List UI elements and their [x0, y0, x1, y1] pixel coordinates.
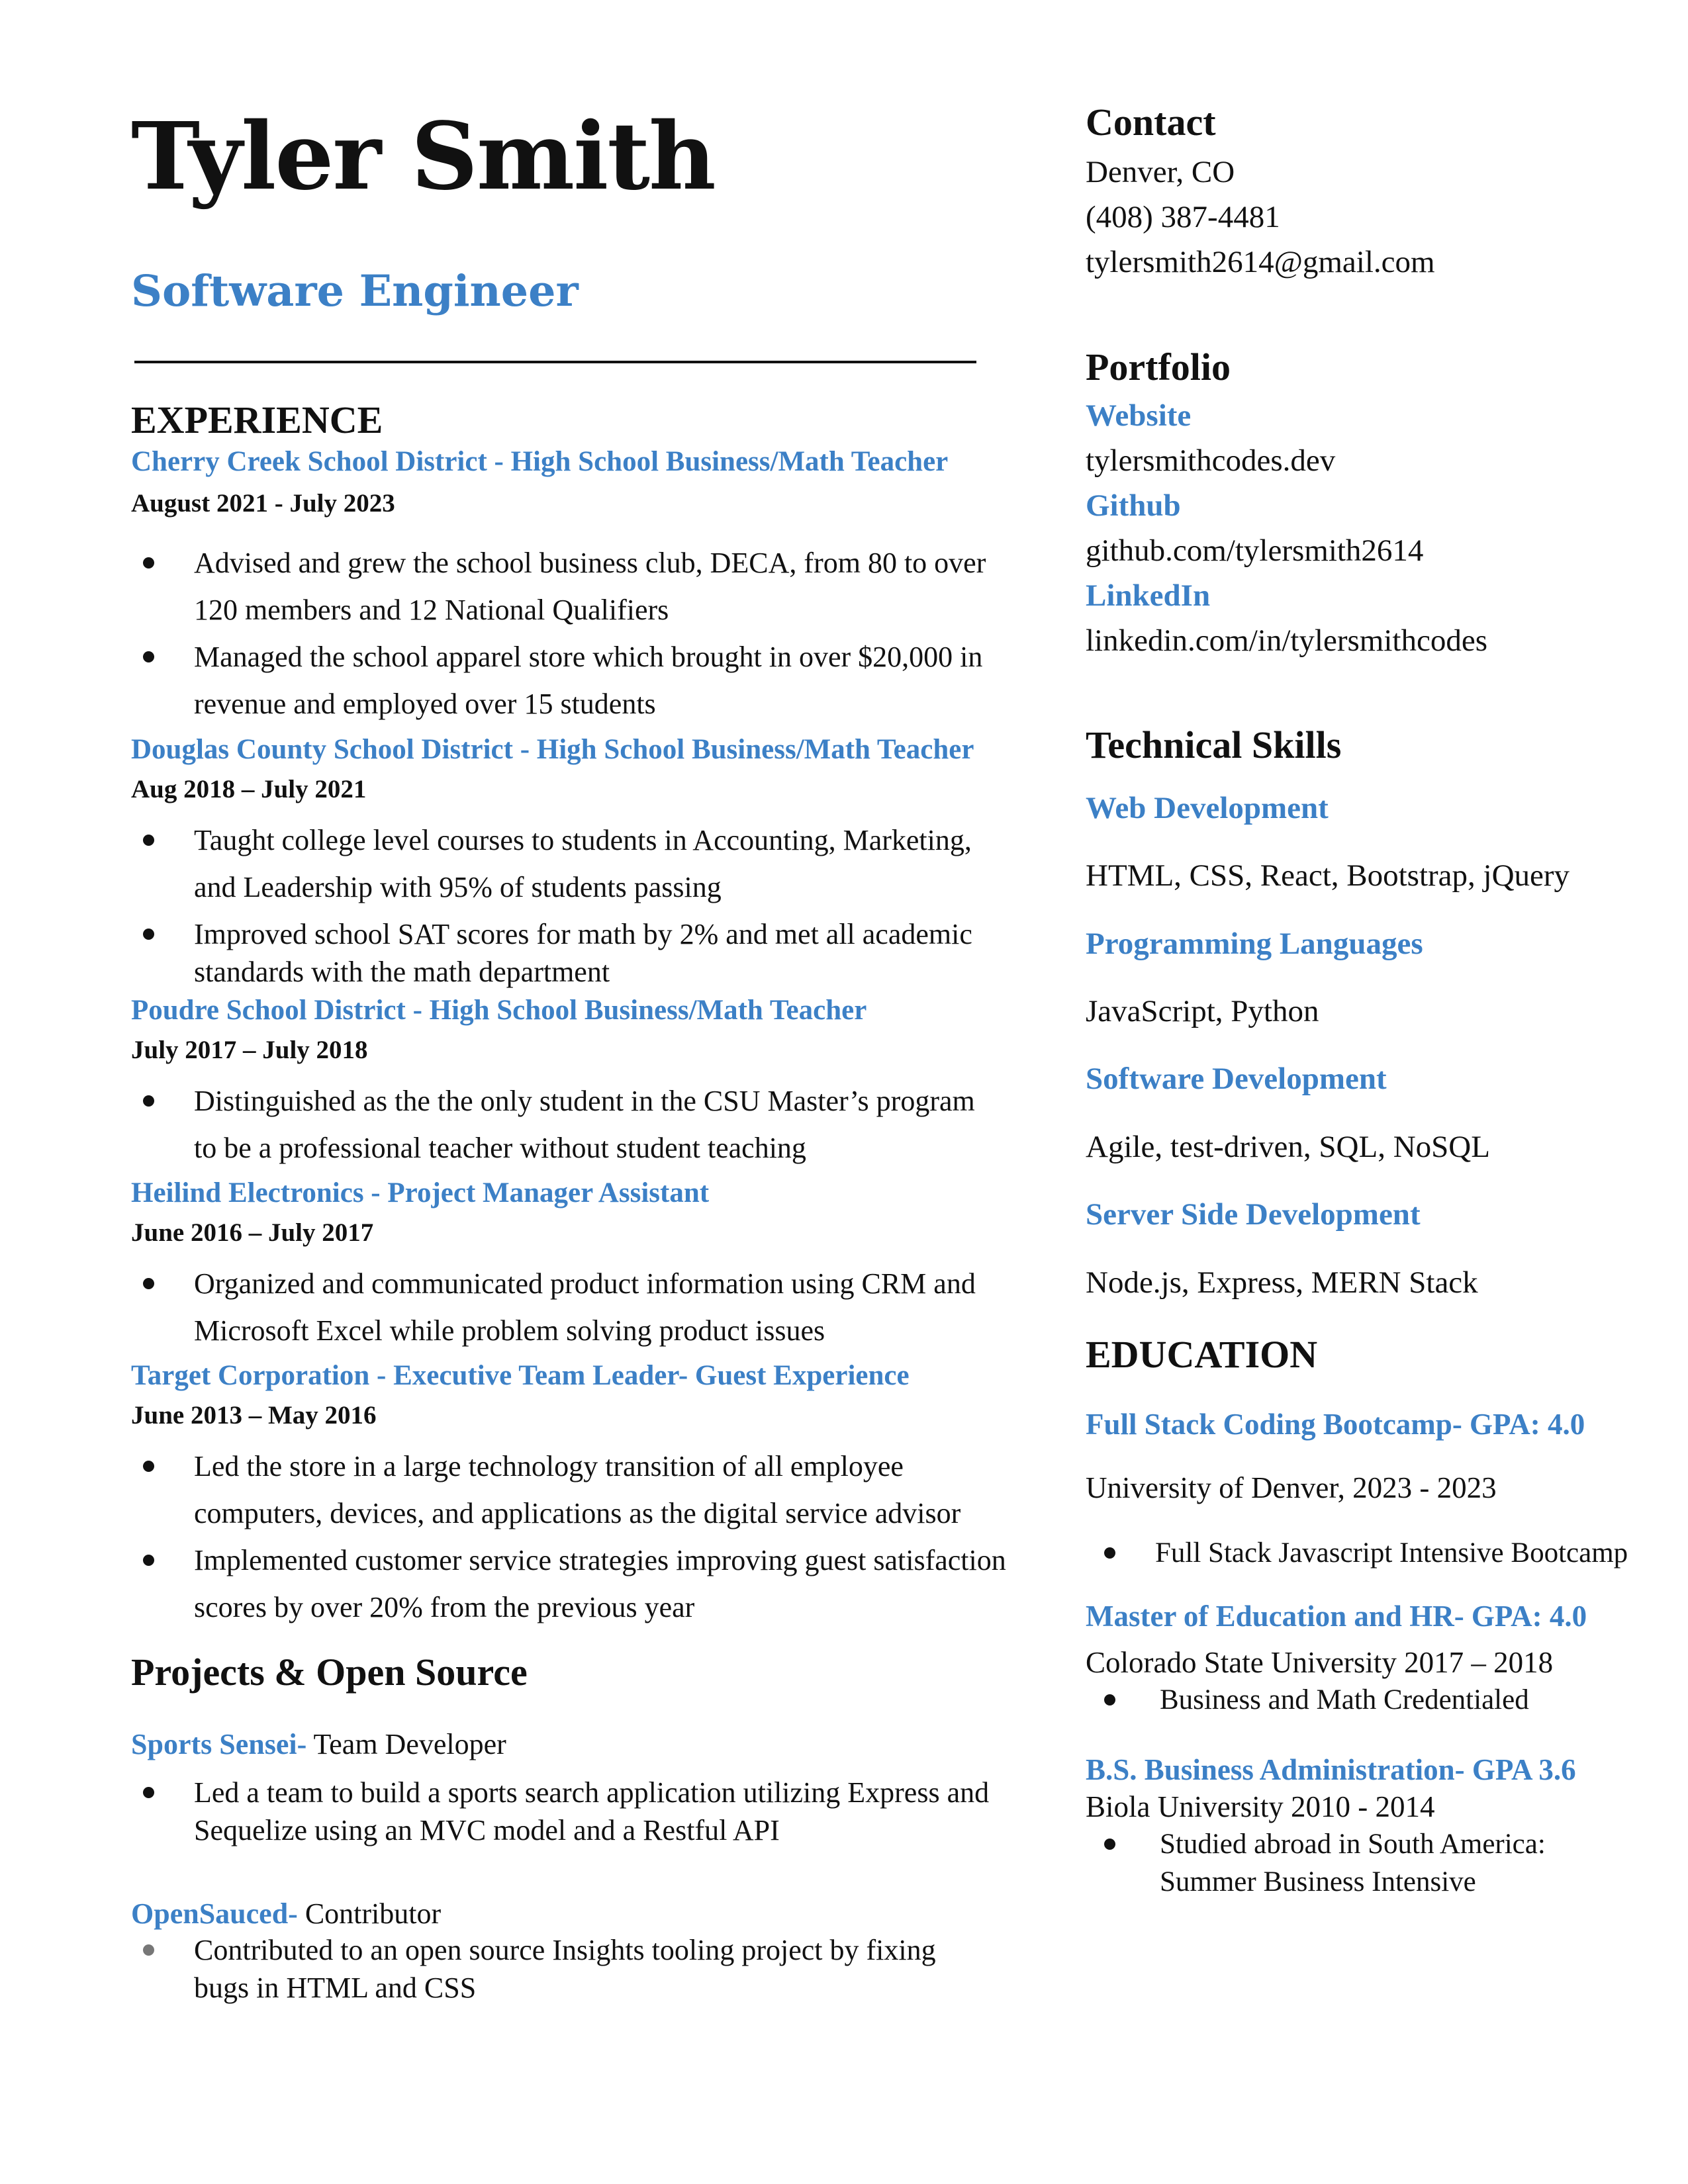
project-bullets: Contributed to an open source Insights t…: [131, 1931, 992, 2007]
skill-group-items: JavaScript, Python: [1086, 994, 1319, 1028]
skill-group-items: Node.js, Express, MERN Stack: [1086, 1265, 1478, 1300]
employer: Poudre School District -: [131, 995, 430, 1026]
experience-heading: EXPERIENCE: [131, 398, 383, 441]
role: High School Business/Math Teacher: [429, 995, 867, 1026]
job-title-heading: Software Engineer: [131, 266, 579, 316]
project-role: Team Developer: [306, 1728, 506, 1760]
list-item: Taught college level courses to students…: [131, 817, 1011, 911]
list-item: Led the store in a large technology tran…: [131, 1443, 1011, 1537]
job-bullets: Taught college level courses to students…: [131, 817, 1011, 991]
skills-heading: Technical Skills: [1086, 723, 1342, 766]
job-bullets: Led the store in a large technology tran…: [131, 1443, 1011, 1631]
list-item: Improved school SAT scores for math by 2…: [131, 911, 1011, 991]
list-item: Full Stack Javascript Intensive Bootcamp: [1086, 1534, 1668, 1572]
role: Project Manager Assistant: [387, 1177, 710, 1208]
contact-email[interactable]: tylersmith2614@gmail.com: [1086, 245, 1435, 279]
header-divider: [134, 361, 976, 363]
education-school: Colorado State University 2017 – 2018: [1086, 1646, 1554, 1679]
resume-name: Tyler Smith: [131, 103, 716, 211]
education-heading: EDUCATION: [1086, 1333, 1318, 1376]
portfolio-heading: Portfolio: [1086, 345, 1231, 388]
skill-group-label: Server Side Development: [1086, 1197, 1421, 1232]
job-header: Poudre School District - High School Bus…: [131, 995, 867, 1026]
skill-group-items: HTML, CSS, React, Bootstrap, jQuery: [1086, 858, 1570, 893]
website-link[interactable]: tylersmithcodes.dev: [1086, 443, 1336, 478]
list-item: Advised and grew the school business clu…: [131, 539, 992, 633]
contact-heading: Contact: [1086, 101, 1216, 144]
project-header: Sports Sensei- Team Developer: [131, 1728, 506, 1760]
employer: Heilind Electronics -: [131, 1177, 388, 1208]
linkedin-label: LinkedIn: [1086, 578, 1211, 613]
website-label: Website: [1086, 398, 1192, 433]
role: High School Business/Math Teacher: [536, 734, 974, 765]
job-header: Heilind Electronics - Project Manager As…: [131, 1177, 709, 1208]
github-label: Github: [1086, 488, 1181, 523]
list-item: Distinguished as the the only student in…: [131, 1077, 992, 1171]
employer: Target Corporation -: [131, 1360, 394, 1391]
job-dates: Aug 2018 – July 2021: [131, 775, 367, 803]
education-school: Biola University 2010 - 2014: [1086, 1790, 1435, 1823]
education-title: B.S. Business Administration- GPA 3.6: [1086, 1753, 1576, 1786]
role: High School Business/Math Teacher: [510, 446, 949, 477]
contact-location: Denver, CO: [1086, 155, 1235, 189]
job-dates: June 2013 – May 2016: [131, 1401, 377, 1430]
linkedin-link[interactable]: linkedin.com/in/tylersmithcodes: [1086, 623, 1487, 658]
education-title: Master of Education and HR- GPA: 4.0: [1086, 1600, 1587, 1633]
skill-group-label: Software Development: [1086, 1062, 1387, 1096]
job-dates: August 2021 - July 2023: [131, 489, 395, 518]
skill-group-label: Web Development: [1086, 791, 1329, 825]
education-school: University of Denver, 2023 - 2023: [1086, 1471, 1497, 1504]
list-item: Organized and communicated product infor…: [131, 1260, 992, 1354]
project-bullets: Led a team to build a sports search appl…: [131, 1774, 992, 1849]
job-header: Cherry Creek School District - High Scho…: [131, 446, 948, 477]
github-link[interactable]: github.com/tylersmith2614: [1086, 533, 1424, 568]
project-name: Sports Sensei-: [131, 1728, 307, 1760]
employer: Cherry Creek School District -: [131, 446, 511, 477]
job-header: Target Corporation - Executive Team Lead…: [131, 1360, 910, 1391]
education-title: Full Stack Coding Bootcamp- GPA: 4.0: [1086, 1408, 1585, 1441]
project-header: OpenSauced- Contributor: [131, 1897, 442, 1930]
job-bullets: Distinguished as the the only student in…: [131, 1077, 992, 1171]
list-item: Studied abroad in South America: Summer …: [1086, 1825, 1589, 1901]
education-bullets: Full Stack Javascript Intensive Bootcamp: [1086, 1534, 1668, 1572]
list-item: Managed the school apparel store which b…: [131, 633, 992, 727]
project-name: OpenSauced-: [131, 1897, 298, 1930]
list-item: Led a team to build a sports search appl…: [131, 1774, 992, 1849]
project-role: Contributor: [297, 1897, 442, 1930]
job-dates: June 2016 – July 2017: [131, 1218, 374, 1247]
employer: Douglas County School District -: [131, 734, 537, 765]
skill-group-label: Programming Languages: [1086, 927, 1423, 961]
contact-phone: (408) 387-4481: [1086, 200, 1280, 234]
education-bullets: Studied abroad in South America: Summer …: [1086, 1825, 1589, 1901]
job-bullets: Organized and communicated product infor…: [131, 1260, 992, 1354]
job-dates: July 2017 – July 2018: [131, 1036, 368, 1064]
list-item: Business and Math Credentialed: [1086, 1681, 1668, 1719]
list-item: Implemented customer service strategies …: [131, 1537, 1011, 1631]
list-item: Contributed to an open source Insights t…: [131, 1931, 992, 2007]
skill-group-items: Agile, test-driven, SQL, NoSQL: [1086, 1130, 1490, 1164]
job-header: Douglas County School District - High Sc…: [131, 734, 974, 765]
role: Executive Team Leader- Guest Experience: [393, 1360, 910, 1391]
projects-heading: Projects & Open Source: [131, 1651, 528, 1694]
education-bullets: Business and Math Credentialed: [1086, 1681, 1668, 1719]
job-bullets: Advised and grew the school business clu…: [131, 539, 992, 727]
